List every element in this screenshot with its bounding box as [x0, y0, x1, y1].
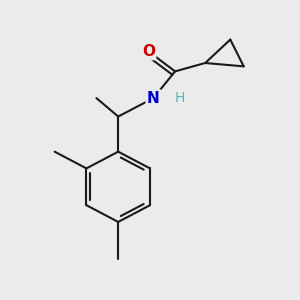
- Text: O: O: [142, 44, 155, 59]
- Text: N: N: [147, 91, 160, 106]
- Text: H: H: [175, 91, 185, 105]
